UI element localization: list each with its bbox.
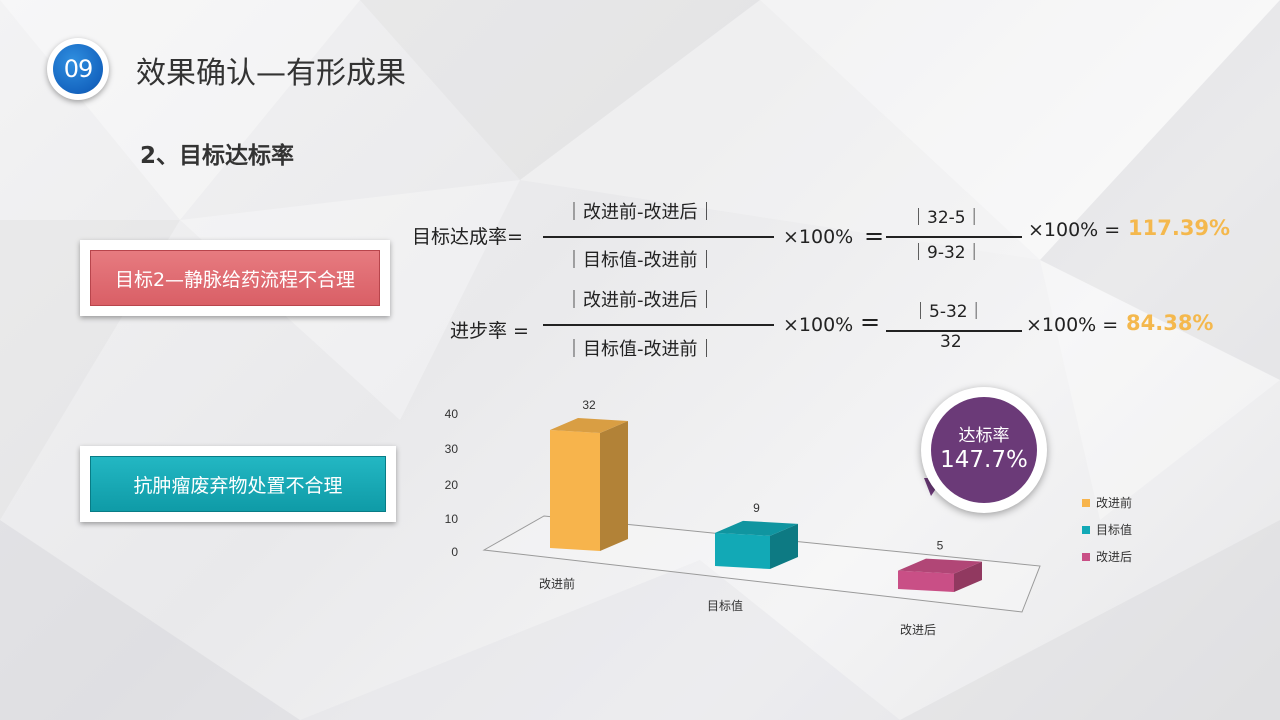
legend-swatch-target xyxy=(1082,525,1090,534)
chart-legend: 改进前 目标值 改进后 xyxy=(1082,489,1132,570)
slide-title: 效果确认—有形成果 xyxy=(136,56,406,91)
formula2-numerator: ｜改进前-改进后｜ xyxy=(565,290,716,311)
achievement-circle: 达标率 147.7% xyxy=(931,397,1037,503)
bar-side-after xyxy=(954,561,982,592)
legend-swatch-after xyxy=(1082,552,1090,561)
bar-top-before xyxy=(550,418,628,433)
formula1-equals: = xyxy=(864,222,885,250)
category-label-target: 目标值 xyxy=(707,598,743,613)
formula1-num-values: ｜32-5｜ xyxy=(910,208,983,228)
formula2-equals: = xyxy=(860,308,881,336)
formula2-label: 进步率 = xyxy=(450,320,529,342)
bar-front-target xyxy=(715,532,770,569)
formula1-value-line xyxy=(886,236,1022,238)
formula2-num-values: ｜5-32｜ xyxy=(912,302,985,322)
y-tick-label: 20 xyxy=(445,478,459,492)
achievement-callout: 达标率 147.7% xyxy=(921,387,1047,513)
section-number: 09 xyxy=(53,44,103,94)
formula2-value-line xyxy=(886,330,1022,332)
formula2-fraction-line xyxy=(543,324,774,326)
goal-label-1: 目标2—静脉给药流程不合理 xyxy=(90,250,380,306)
legend-item-before: 改进前 xyxy=(1082,489,1132,516)
bar-front-before xyxy=(550,430,600,551)
data-label-after: 5 xyxy=(937,539,944,553)
legend-label-after: 改进后 xyxy=(1096,550,1133,564)
formula1-fraction-line xyxy=(543,236,774,238)
bar-top-target xyxy=(715,520,798,536)
formula1-result: 117.39% xyxy=(1128,216,1231,240)
bar-top-after xyxy=(898,558,982,574)
y-tick-label: 0 xyxy=(451,545,458,559)
category-label-after: 改进后 xyxy=(900,623,936,637)
formula2-times: ×100% xyxy=(783,314,854,336)
legend-item-after: 改进后 xyxy=(1082,543,1132,570)
y-tick-label: 10 xyxy=(445,512,459,526)
formula1-numerator: ｜改进前-改进后｜ xyxy=(565,202,716,223)
formula1-label: 目标达成率= xyxy=(412,226,523,248)
achievement-label: 达标率 xyxy=(958,426,1010,446)
formula2-denominator: ｜目标值-改进前｜ xyxy=(565,339,716,360)
section-subtitle: 2、目标达标率 xyxy=(140,143,295,169)
formula1-denominator: ｜目标值-改进前｜ xyxy=(565,250,716,271)
legend-label-target: 目标值 xyxy=(1096,523,1133,537)
goal-box-2: 抗肿瘤废弃物处置不合理 xyxy=(80,446,396,522)
y-tick-label: 30 xyxy=(445,442,459,456)
goal-box-1: 目标2—静脉给药流程不合理 xyxy=(80,240,390,316)
bar-front-after xyxy=(898,570,954,592)
formula1-den-values: ｜9-32｜ xyxy=(910,243,983,263)
legend-label-before: 改进前 xyxy=(1096,496,1133,510)
section-badge: 09 xyxy=(47,38,109,100)
achievement-value: 147.7% xyxy=(940,447,1028,473)
category-label-before: 改进前 xyxy=(539,576,575,591)
y-tick-label: 40 xyxy=(445,407,459,421)
formula1-times: ×100% xyxy=(783,226,854,248)
data-label-target: 9 xyxy=(753,501,760,515)
formula2-result: 84.38% xyxy=(1126,311,1214,335)
legend-item-target: 目标值 xyxy=(1082,516,1132,543)
bar-side-before xyxy=(600,421,628,551)
formula1-times2: ×100% = xyxy=(1028,219,1121,241)
formula2-den-values: 32 xyxy=(940,332,962,352)
bar-side-target xyxy=(770,523,798,569)
data-label-before: 32 xyxy=(582,398,596,412)
formula2-times2: ×100% = xyxy=(1026,314,1119,336)
goal-label-2: 抗肿瘤废弃物处置不合理 xyxy=(90,456,386,512)
legend-swatch-before xyxy=(1082,498,1090,507)
